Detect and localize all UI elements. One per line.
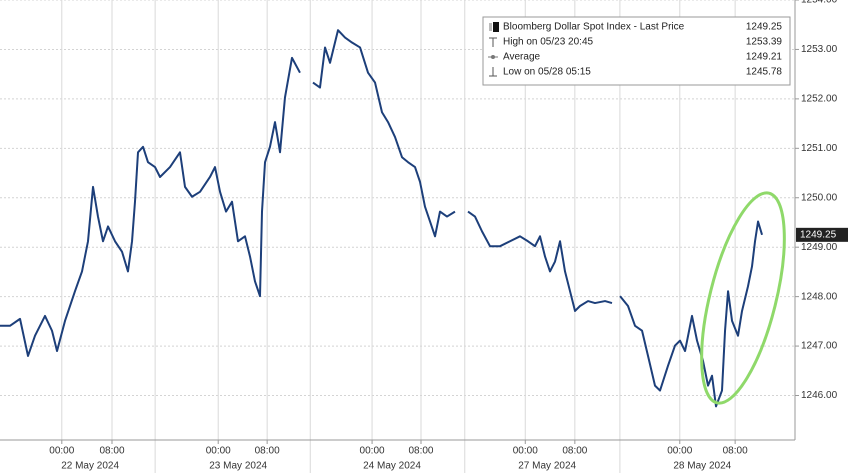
date-label: 24 May 2024 — [363, 461, 421, 472]
y-tick-label: 1249.00 — [801, 242, 838, 253]
axes: 1246.00 1247.00 1248.00 1249.00 1250.00 1251.… — [49, 0, 848, 472]
x-tick-label: 08:00 — [723, 446, 748, 457]
y-tick-label: 1252.00 — [801, 94, 838, 105]
last-price-box — [796, 227, 848, 242]
last-price-label: 1249.25 — [800, 229, 837, 240]
x-tick-label: 00:00 — [667, 446, 692, 457]
plot — [0, 29, 763, 408]
legend-value: 1249.25 — [746, 22, 783, 33]
legend-value: 1253.39 — [746, 37, 783, 48]
legend-label: Average — [503, 52, 541, 63]
y-tick-label: 1248.00 — [801, 291, 838, 302]
legend-label: Bloomberg Dollar Spot Index - Last Price — [503, 22, 685, 33]
y-tick-label: 1253.00 — [801, 44, 838, 55]
x-tick-label: 08:00 — [255, 446, 280, 457]
x-tick-label: 08:00 — [408, 446, 433, 457]
y-tick-label: 1254.00 — [801, 0, 838, 6]
y-tick-label: 1246.00 — [801, 390, 838, 401]
x-tick-label: 00:00 — [49, 446, 74, 457]
x-tick-label: 00:00 — [206, 446, 231, 457]
date-label: 22 May 2024 — [61, 461, 119, 472]
legend-label: High on 05/23 20:45 — [503, 37, 594, 48]
x-tick-label: 00:00 — [513, 446, 538, 457]
legend-icon — [491, 55, 495, 59]
legend-box — [482, 16, 791, 86]
legend-icon — [489, 23, 492, 31]
x-tick-label: 08:00 — [562, 446, 587, 457]
y-tick-label: 1251.00 — [801, 143, 838, 154]
y-tick-label: 1250.00 — [801, 192, 838, 203]
x-tick-label: 08:00 — [99, 446, 124, 457]
x-tick-label: 00:00 — [360, 446, 385, 457]
date-label: 28 May 2024 — [673, 461, 731, 472]
legend-icon — [493, 22, 499, 32]
legend-label: Low on 05/28 05:15 — [503, 67, 591, 78]
legend-value: 1245.78 — [746, 67, 783, 78]
legend-value: 1249.21 — [746, 52, 783, 63]
date-label: 23 May 2024 — [209, 461, 267, 472]
highlight-ellipse — [700, 191, 786, 405]
legend: Bloomberg Dollar Spot Index - Last Price… — [482, 16, 791, 86]
legend-icon — [489, 67, 497, 77]
legend-icon — [489, 37, 497, 47]
price-line — [0, 29, 763, 408]
y-tick-label: 1247.00 — [801, 341, 838, 352]
date-label: 27 May 2024 — [518, 461, 576, 472]
